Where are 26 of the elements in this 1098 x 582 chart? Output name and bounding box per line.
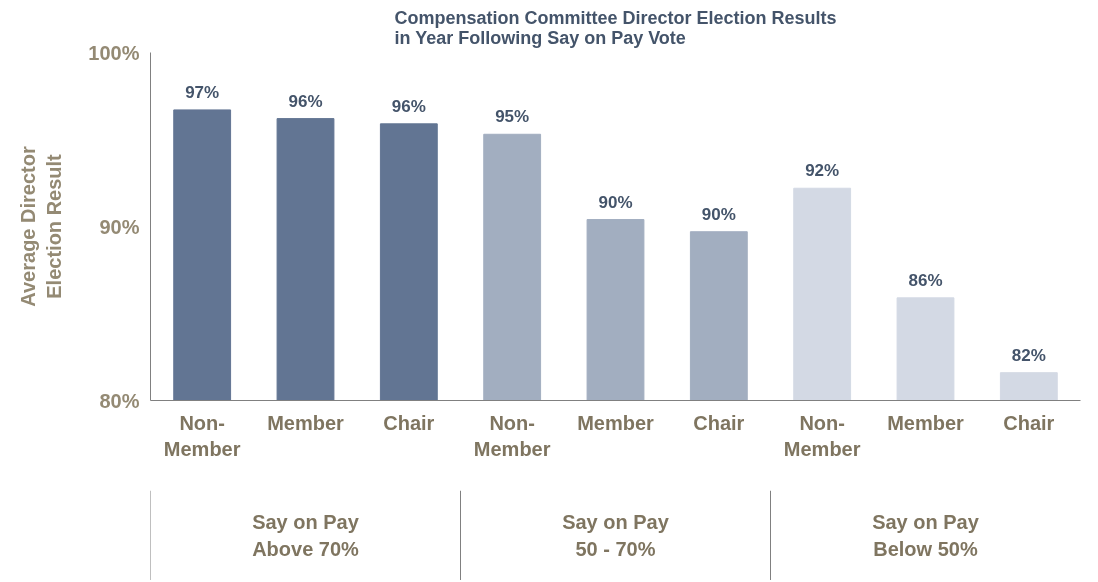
data-label: 96% xyxy=(391,96,426,116)
data-label: 86% xyxy=(908,270,943,290)
x-tick-label: Member xyxy=(887,411,965,434)
chart-title: Compensation Committee Director Election Results in Year Following Say on Pay Vote xyxy=(394,7,837,48)
y-tick-label: 90% xyxy=(99,215,140,238)
data-label: 96% xyxy=(288,91,323,111)
data-label: 97% xyxy=(185,82,220,102)
x-tick-label: Member xyxy=(267,411,345,434)
x-tick-label: Member xyxy=(577,411,655,434)
data-label: 90% xyxy=(598,192,633,212)
x-tick-label: Chair xyxy=(383,411,435,434)
x-tick-label: Non- Member xyxy=(473,411,551,460)
data-label: 90% xyxy=(701,204,736,224)
y-tick-label: 80% xyxy=(99,389,140,412)
x-tick-label: Chair xyxy=(693,411,745,434)
text: Say on Pay 50 - 70% xyxy=(562,511,670,560)
data-label: 82% xyxy=(1011,345,1046,365)
x-tick-label: Non- Member xyxy=(163,411,241,460)
y-axis-title: Average Director Election Result xyxy=(16,146,66,307)
y-tick-label: 100% xyxy=(88,41,140,64)
data-label: 95% xyxy=(495,107,530,127)
text: Say on Pay Below 50% xyxy=(872,511,980,560)
x-tick-label: Non- Member xyxy=(783,411,861,460)
x-tick-label: Chair xyxy=(1003,411,1055,434)
data-label: 92% xyxy=(805,161,840,181)
text: Say on Pay Above 70% xyxy=(252,511,360,560)
